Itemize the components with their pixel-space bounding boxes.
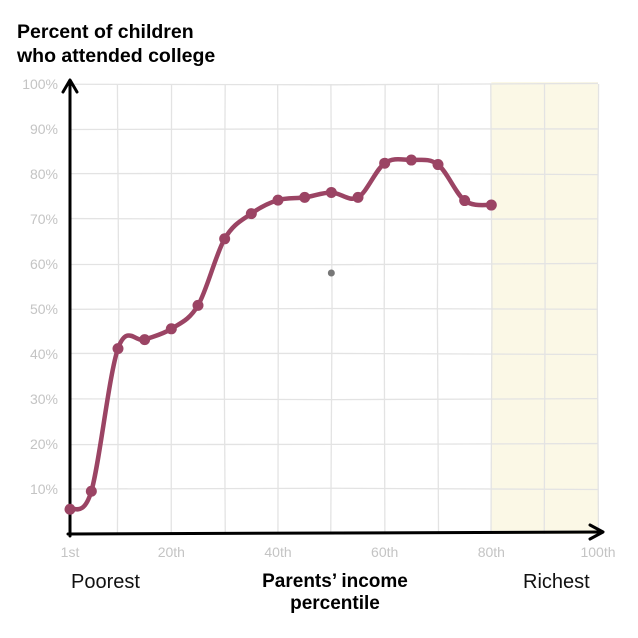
richest-label: Richest — [523, 571, 590, 593]
series-line — [67, 156, 494, 512]
poorest-label: Poorest — [71, 571, 140, 593]
grid-line-vertical — [596, 83, 600, 535]
grid-line-horizontal — [69, 262, 599, 266]
grid-line-vertical — [436, 83, 440, 535]
y-tick-label: 50% — [30, 301, 58, 317]
chart-title: Percent of children who attended college — [17, 20, 317, 68]
grid-line-vertical — [276, 83, 279, 535]
annotation-layer — [327, 269, 335, 277]
y-tick-label: 100% — [22, 76, 58, 92]
x-tick-label: 80th — [478, 544, 505, 560]
y-tick-label: 20% — [30, 436, 58, 452]
data-point — [245, 208, 257, 220]
data-point — [352, 191, 364, 203]
data-point — [379, 157, 391, 169]
y-tick-label: 90% — [30, 121, 58, 137]
data-point — [85, 485, 97, 497]
data-point — [325, 186, 337, 198]
grid-line-vertical — [223, 83, 226, 535]
data-point — [432, 159, 444, 171]
grid-line-horizontal — [69, 128, 599, 131]
y-tick-label: 70% — [30, 211, 58, 227]
grid-line-horizontal — [69, 217, 599, 220]
data-point — [272, 194, 284, 206]
grid-line-horizontal — [69, 352, 599, 356]
data-point — [112, 343, 124, 355]
axis-layer — [61, 78, 605, 541]
grid-line-horizontal — [69, 397, 599, 401]
data-point — [64, 503, 76, 515]
grid-line-horizontal — [69, 172, 599, 176]
x-axis-title-line-1: Parents’ income — [262, 571, 408, 592]
x-axis-title-line-2: percentile — [290, 593, 380, 614]
grid-line-horizontal — [69, 487, 599, 491]
grid-line-vertical — [116, 83, 120, 535]
series-layer — [64, 154, 497, 515]
data-point — [485, 199, 497, 211]
x-tick-label: 60th — [371, 544, 398, 560]
chart-title-line-1: Percent of children — [17, 21, 194, 43]
grid-line-horizontal — [69, 307, 599, 310]
x-axis-arrow-icon — [588, 523, 605, 541]
x-tick-label: 40th — [264, 544, 291, 560]
data-point — [219, 233, 231, 245]
grid-layer — [69, 82, 600, 535]
annotation-marker — [327, 269, 335, 277]
data-point — [192, 299, 204, 311]
grid-line-horizontal — [69, 82, 599, 86]
tick-label-layer: 10% 20% 30% 40% 50% 60% 70% 80% 90% 100% 1st 20th 40… — [22, 76, 615, 560]
data-point — [405, 154, 417, 166]
y-tick-label: 10% — [30, 481, 58, 497]
data-point — [139, 334, 151, 346]
chart-title-line-2: who attended college — [17, 45, 216, 67]
x-tick-label: 100th — [580, 544, 615, 560]
grid-line-horizontal — [69, 442, 599, 446]
y-tick-label: 40% — [30, 346, 58, 362]
y-axis-arrow-icon — [61, 78, 79, 94]
x-axis-line — [66, 530, 603, 536]
grid-line-vertical — [490, 83, 493, 535]
x-axis-title: Parents’ income percentile — [235, 571, 435, 615]
grid-line-vertical — [330, 83, 333, 535]
data-point — [459, 195, 471, 207]
y-tick-label: 30% — [30, 391, 58, 407]
data-point — [299, 191, 311, 203]
grid-line-vertical — [543, 83, 546, 535]
data-point — [165, 323, 177, 335]
x-tick-label: 20th — [158, 544, 185, 560]
y-tick-label: 80% — [30, 166, 58, 182]
x-tick-label: 1st — [61, 544, 80, 560]
y-tick-label: 60% — [30, 256, 58, 272]
